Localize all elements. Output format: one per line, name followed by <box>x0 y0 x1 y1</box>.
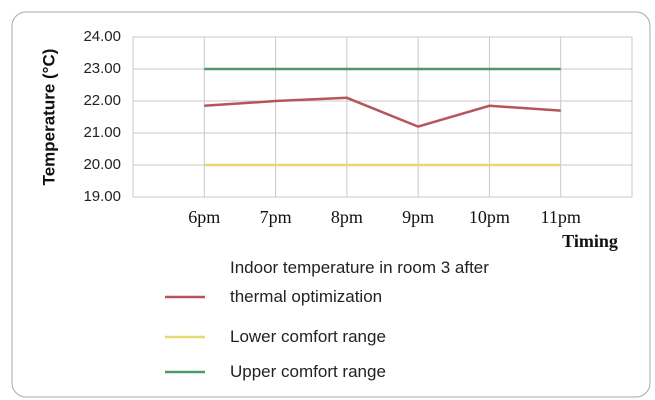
legend-label: Indoor temperature in room 3 after therm… <box>230 258 489 306</box>
x-tick-label: 11pm <box>541 207 581 227</box>
x-axis-label: Timing <box>562 231 618 251</box>
x-tick-label: 8pm <box>331 207 363 227</box>
x-tick-label: 9pm <box>402 207 434 227</box>
x-tick-label: 6pm <box>188 207 220 227</box>
x-tick-label: 10pm <box>469 207 510 227</box>
y-tick-label: 22.00 <box>83 92 121 109</box>
frame <box>11 11 651 398</box>
legend-label: Lower comfort range <box>230 327 386 346</box>
legend-label: Upper comfort range <box>230 362 386 381</box>
y-tick-label: 23.00 <box>83 60 121 77</box>
y-tick-label: 21.00 <box>83 124 121 141</box>
x-tick-label: 7pm <box>260 207 292 227</box>
y-tick-label: 19.00 <box>83 188 121 205</box>
y-axis-label: Temperature (°C) <box>39 49 58 186</box>
y-tick-label: 24.00 <box>83 28 121 45</box>
series-line <box>204 96 561 128</box>
y-tick-label: 20.00 <box>83 156 121 173</box>
